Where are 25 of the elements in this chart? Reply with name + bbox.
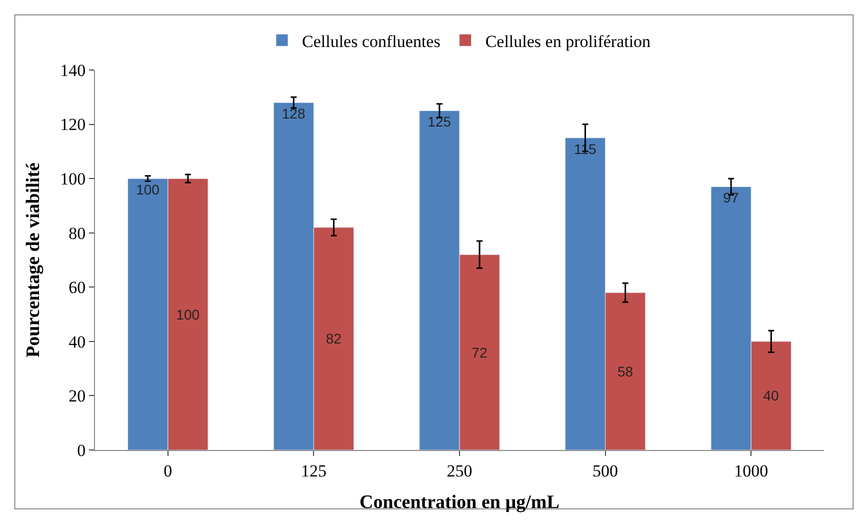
y-axis-title: Pourcentage de viabilité <box>22 162 44 358</box>
data-label: 58 <box>617 363 634 380</box>
y-tick-label: 0 <box>77 440 86 460</box>
x-tick-label: 1000 <box>734 461 768 480</box>
data-label: 97 <box>723 190 739 206</box>
x-tick-label: 125 <box>300 461 326 480</box>
y-tick-label: 120 <box>60 115 86 134</box>
legend-label: Cellules en prolifération <box>485 32 652 51</box>
y-tick-label: 140 <box>60 60 86 80</box>
data-label: 40 <box>763 388 780 404</box>
data-label: 100 <box>176 306 200 322</box>
x-tick-label: 0 <box>164 461 172 480</box>
y-tick-label: 20 <box>68 386 86 406</box>
data-label: 100 <box>136 182 160 198</box>
y-tick-label: 60 <box>68 278 86 298</box>
y-tick-label: 100 <box>60 170 86 189</box>
data-label: 82 <box>326 330 342 347</box>
x-tick-label: 250 <box>446 461 472 480</box>
legend-label: Cellules confluentes <box>302 32 440 51</box>
data-label: 72 <box>472 344 488 360</box>
x-tick-label: 500 <box>592 461 618 480</box>
y-tick-label: 40 <box>68 332 86 352</box>
y-tick-label: 80 <box>68 224 86 243</box>
data-label: 128 <box>282 106 306 122</box>
x-axis-title: Concentration en µg/mL <box>360 492 560 514</box>
